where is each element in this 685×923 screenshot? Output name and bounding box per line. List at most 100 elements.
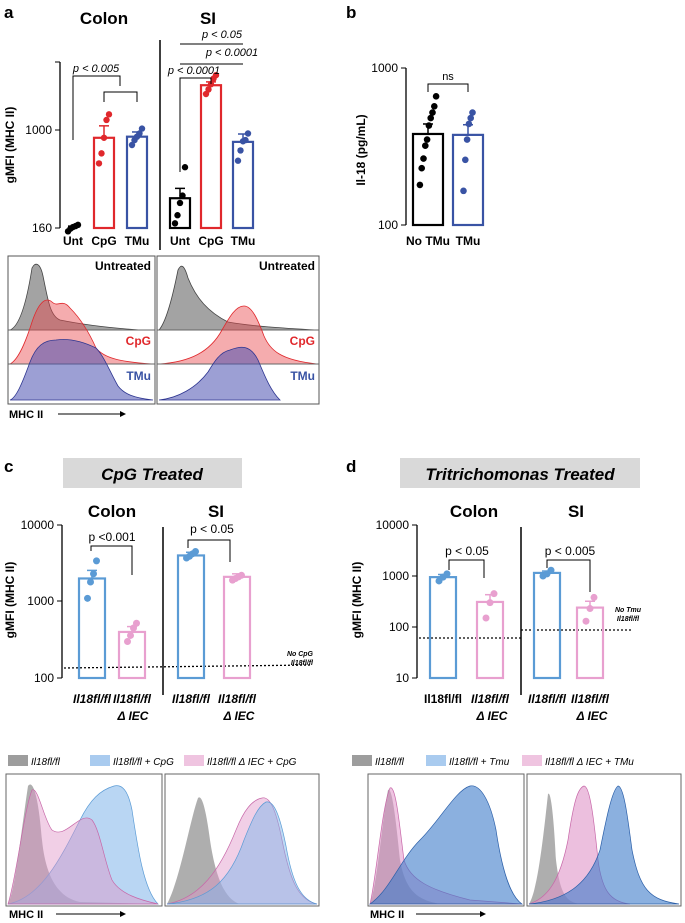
data-point [244, 130, 252, 137]
data-point [181, 164, 189, 171]
data-point [590, 593, 598, 601]
panel-a-histogram-si [156, 255, 320, 405]
panel-a-ylabel: gMFI (MHC II) [3, 107, 17, 184]
panel-d-histogram-colon [367, 773, 525, 907]
data-point [133, 619, 140, 627]
panel-b-tick: 100 [378, 218, 398, 232]
panel-a-xlabel: CpG [198, 234, 223, 248]
panel-a-tick-160: 160 [32, 221, 52, 235]
hist-label-tmu: TMu [126, 369, 151, 383]
panel-c-xlabel: Δ IEC [223, 709, 255, 723]
panel-b-xlabel: TMu [456, 234, 481, 248]
data-point [212, 71, 220, 79]
panel-a-stat: p < 0.0001 [205, 47, 258, 59]
panel-letter-b: b [346, 3, 356, 22]
panel-letter-d: d [346, 457, 356, 476]
bar-2-0 [77, 577, 107, 680]
data-point [490, 590, 498, 598]
bar-0-4 [199, 84, 223, 230]
panel-d-xlabel: Il18fl/fl [424, 692, 462, 706]
hist-label-untreated: Untreated [95, 259, 151, 273]
panel-letter-a: a [4, 3, 14, 22]
bar-2-1 [117, 630, 147, 680]
panel-d-xlabel: Il18fl/fl [471, 692, 510, 706]
bar-1-0 [411, 132, 445, 227]
hist-label-cpg: CpG [126, 334, 151, 348]
data-point [128, 141, 136, 149]
data-point [460, 187, 467, 195]
panel-c-bars [77, 548, 252, 680]
panel-c-tick: 1000 [27, 594, 54, 608]
panel-d-tick: 1000 [382, 569, 409, 583]
data-point [429, 109, 436, 116]
panel-a-stat: p < 0.005 [72, 63, 120, 75]
panel-c-legend [8, 755, 204, 766]
panel-a-stat: p < 0.0001 [167, 65, 220, 77]
data-point [465, 120, 473, 128]
data-point [171, 220, 179, 227]
panel-c-stat-bracket [187, 539, 231, 562]
panel-c-legend-label: Il18fl/fl + CpG [113, 757, 174, 768]
panel-b-bars [411, 93, 485, 227]
panel-d-bars [428, 566, 605, 680]
data-point [432, 93, 440, 100]
data-point [136, 130, 143, 137]
bar-2-3 [222, 575, 252, 680]
data-point [582, 617, 590, 625]
data-point [103, 116, 110, 124]
panel-c-colon-title: Colon [88, 502, 136, 521]
panel-d-stat-bracket [546, 559, 591, 592]
panel-a-xlabel: Unt [63, 234, 83, 248]
panel-d-banner-text: Tritrichomonas Treated [425, 465, 615, 484]
panel-c-ref-label: No CpG [287, 651, 314, 658]
data-point [98, 150, 105, 157]
data-point [443, 570, 451, 578]
panel-d-tick: 100 [389, 620, 409, 634]
panel-d-ylabel: gMFI (MHC II) [350, 562, 364, 639]
panel-a-xlabel: TMu [231, 234, 256, 248]
panel-c-tick: 10000 [21, 518, 55, 532]
data-point [237, 147, 244, 154]
bar-0-1 [92, 136, 116, 230]
data-point [418, 164, 426, 172]
panel-d-si-title: SI [568, 502, 584, 521]
panel-d-colon-title: Colon [450, 502, 498, 521]
panel-c-banner-text: CpG Treated [101, 465, 203, 484]
panel-c-si-title: SI [208, 502, 224, 521]
data-point [423, 136, 431, 143]
panel-a-tick-1000: 1000 [25, 123, 52, 137]
panel-c-xlabel: Il18fl/fl [172, 692, 211, 706]
panel-letter-c: c [4, 457, 13, 476]
panel-b-ylabel: Il-18 (pg/mL) [354, 114, 368, 185]
panel-d-xlabel: Il18fl/fl [571, 692, 610, 706]
panel-c-xlabel: Δ IEC [117, 709, 149, 723]
data-point [124, 638, 131, 646]
data-point [207, 81, 215, 88]
panel-a-si-title: SI [200, 9, 216, 28]
data-point [93, 557, 100, 565]
panel-c-xlabel: Il18fl/fl [73, 692, 112, 706]
panel-d-xlabel: Δ IEC [476, 709, 508, 723]
panel-c-ylabel: gMFI (MHC II) [3, 562, 17, 639]
panel-a-xlabel: TMu [125, 234, 150, 248]
data-point [205, 86, 212, 93]
panel-c-legend-label: Il18fl/fl Δ IEC + CpG [207, 757, 297, 768]
panel-d-tick: 10000 [376, 518, 410, 532]
panel-c-ref-label: Il18fl/fl [291, 660, 314, 667]
panel-c-histogram-colon [5, 773, 163, 907]
data-point [586, 605, 594, 613]
panel-a-bars [64, 71, 255, 235]
panel-c-stat: p < 0.05 [190, 522, 234, 536]
panel-d-hist-xlabel: MHC II [370, 909, 404, 921]
panel-d-legend-label: Il18fl/fl [375, 757, 405, 768]
bar-0-2 [125, 135, 149, 230]
panel-d-xlabel: Δ IEC [576, 709, 608, 723]
panel-a-xlabel: CpG [91, 234, 116, 248]
panel-c-legend-label: Il18fl/fl [31, 757, 61, 768]
panel-c-stat-bracket [90, 545, 133, 575]
hist-label-tmu: TMu [290, 369, 315, 383]
data-point [74, 221, 82, 229]
data-point [179, 192, 186, 199]
panel-a-stat: p < 0.05 [201, 29, 243, 41]
